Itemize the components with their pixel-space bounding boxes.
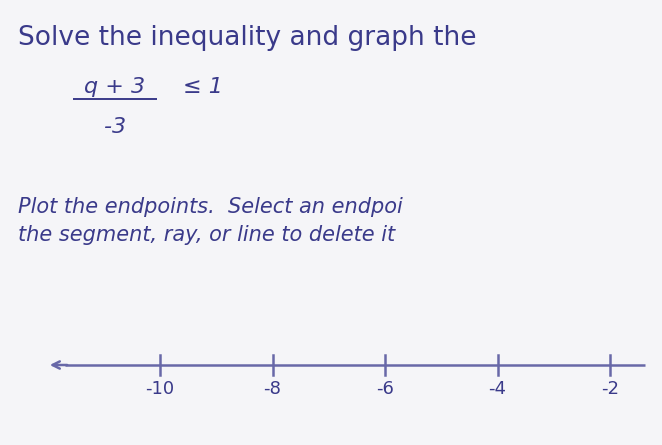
Text: -4: -4	[489, 380, 506, 398]
Text: Plot the endpoints.  Select an endpoi: Plot the endpoints. Select an endpoi	[18, 197, 402, 217]
Text: q + 3: q + 3	[85, 77, 146, 97]
Text: ≤ 1: ≤ 1	[183, 77, 223, 97]
Text: the segment, ray, or line to delete it: the segment, ray, or line to delete it	[18, 225, 395, 245]
Text: -2: -2	[601, 380, 619, 398]
Text: -10: -10	[146, 380, 175, 398]
Text: -8: -8	[263, 380, 281, 398]
Text: -3: -3	[104, 117, 126, 137]
Text: -6: -6	[376, 380, 394, 398]
Text: Solve the inequality and graph the: Solve the inequality and graph the	[18, 25, 477, 51]
